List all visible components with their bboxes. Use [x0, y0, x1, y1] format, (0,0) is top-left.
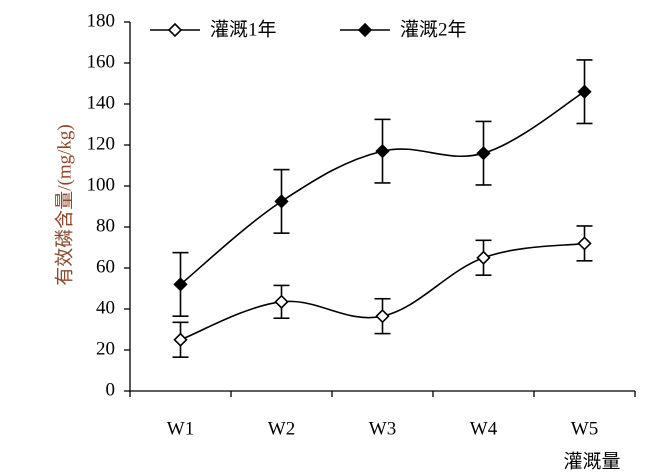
y-tick-label: 40	[96, 297, 115, 318]
y-axis-ticks: 0 20 40 60 80 100 120 140 160 180	[87, 10, 130, 400]
y-tick-label: 160	[87, 51, 116, 72]
filled-diamond-marker	[274, 194, 289, 209]
filled-diamond-marker	[476, 146, 491, 161]
x-axis-ticks: W1 W2 W3 W4 W5	[129, 391, 636, 439]
open-diamond-marker	[375, 309, 390, 324]
series-1	[172, 225, 593, 358]
series-layer	[172, 59, 593, 358]
legend: 灌溉1年 灌溉2年	[150, 18, 467, 40]
y-tick-label: 100	[87, 174, 116, 195]
filled-diamond-marker	[577, 84, 592, 99]
open-diamond-marker	[476, 250, 491, 265]
open-diamond-marker	[173, 332, 188, 347]
legend-label: 灌溉1年	[210, 18, 277, 40]
x-axis-label: 灌溉量	[563, 450, 620, 472]
filled-diamond-icon	[357, 22, 373, 38]
legend-item-1: 灌溉1年	[150, 18, 277, 40]
x-tick-label: W5	[571, 418, 598, 439]
filled-diamond-marker	[375, 144, 390, 159]
legend-item-2: 灌溉2年	[340, 18, 467, 40]
axes	[129, 22, 635, 392]
y-tick-label: 0	[106, 379, 116, 400]
filled-diamond-marker	[173, 277, 188, 292]
x-tick-label: W1	[167, 418, 194, 439]
x-tick-label: W2	[268, 418, 295, 439]
series-2	[172, 59, 593, 317]
y-tick-label: 80	[96, 215, 115, 236]
y-tick-label: 120	[87, 133, 116, 154]
y-axis-label: 有效磷含量/(mg/kg)	[53, 124, 75, 286]
y-tick-label: 180	[87, 10, 116, 31]
open-diamond-marker	[577, 236, 592, 251]
x-tick-label: W3	[369, 418, 396, 439]
y-tick-label: 20	[96, 338, 115, 359]
x-tick-label: W4	[470, 418, 498, 439]
legend-label: 灌溉2年	[400, 18, 467, 40]
y-tick-label: 60	[96, 256, 115, 277]
open-diamond-marker	[274, 294, 289, 309]
open-diamond-icon	[167, 22, 183, 38]
y-tick-label: 140	[87, 92, 116, 113]
